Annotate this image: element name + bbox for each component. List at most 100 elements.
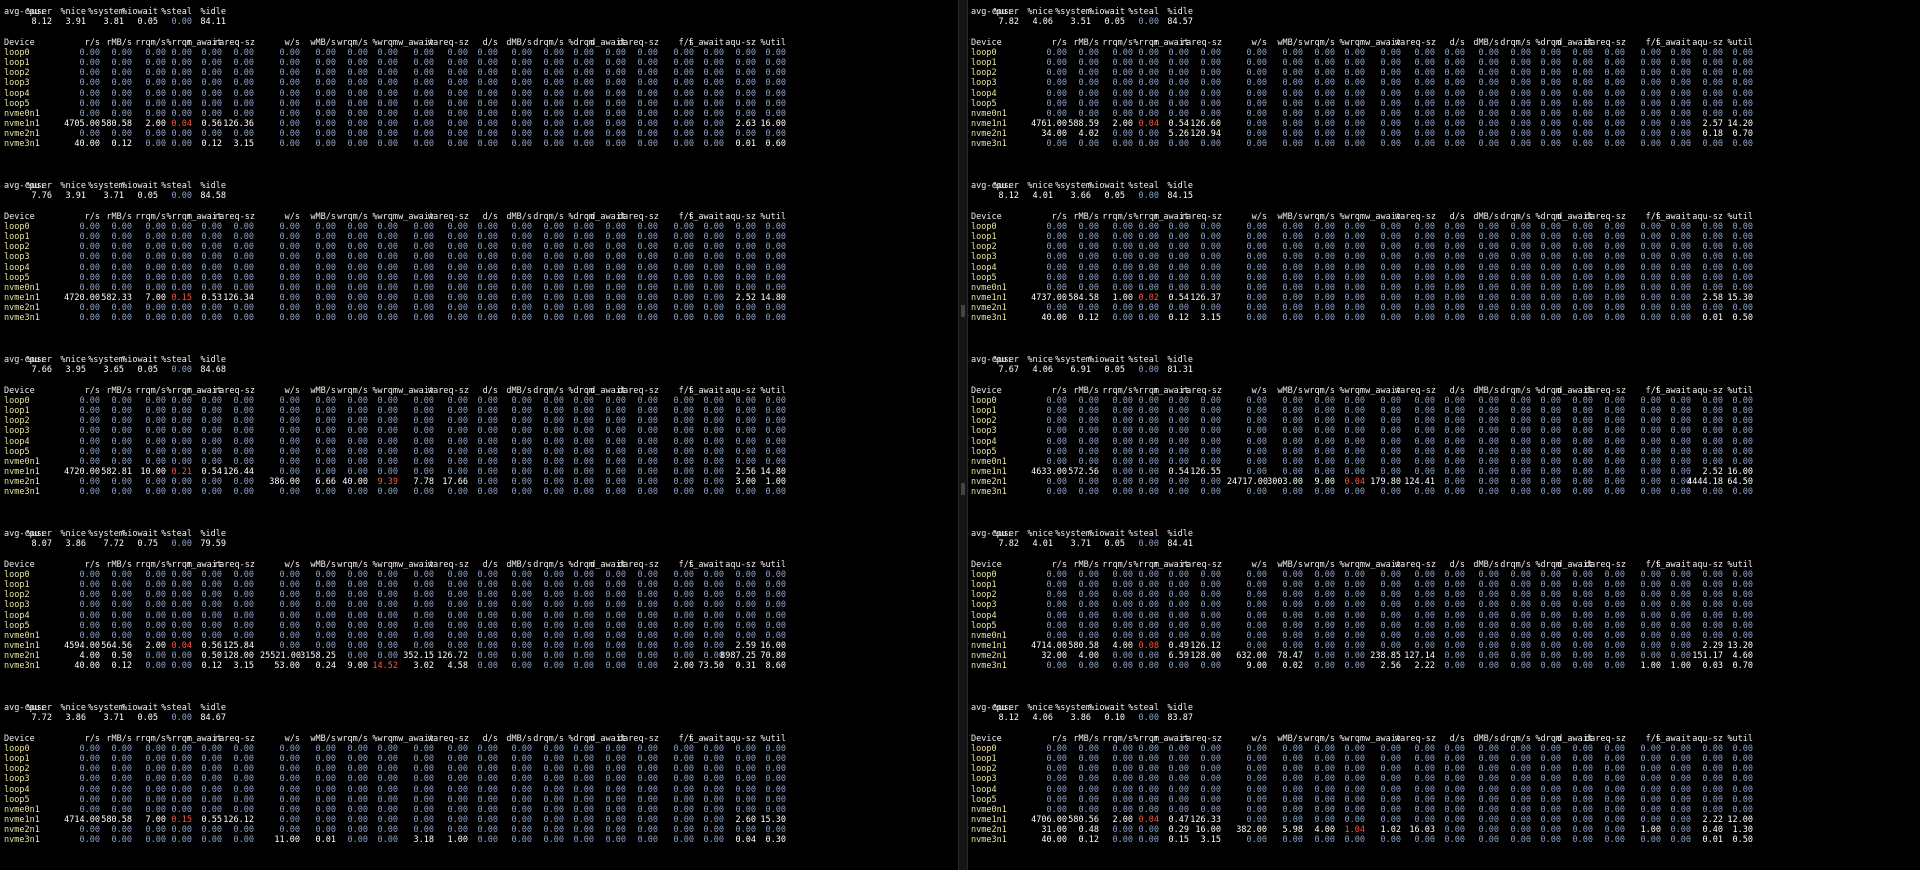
device-metric-value: 0.00 [1702,68,1723,79]
device-metric-value: 0.00 [201,804,222,815]
terminal-pane-left[interactable]: avg-cpu: %user %nice %system %iowait %steal %i… [0,0,958,870]
divider-grip[interactable] [961,483,965,495]
device-metric-value: 0.00 [1200,98,1221,109]
device-metric-value: 0.00 [413,78,434,89]
device-header-cell: w/s [1251,37,1267,48]
device-row: loop2 0.00 0.00 0.00 0.00 0.00 0.00 0.00 0.00 0.0… [4,242,944,252]
device-metric-value: 0.00 [1138,242,1159,253]
device-metric-value: 0.00 [1572,467,1593,478]
terminal-pane-right[interactable]: avg-cpu: %user %nice %system %iowait %steal %i… [968,0,1920,870]
device-header-cell: w_await [398,559,434,570]
device-metric-value: 0.00 [377,569,398,580]
device-metric-value: 0.00 [1344,600,1365,611]
device-metric-value: 0.00 [233,68,254,79]
divider-grip[interactable] [961,305,965,317]
device-header-cell: wrqm/s [1304,211,1335,222]
device-metric-value: 0.00 [1046,252,1067,263]
device-metric-value: 0.00 [1414,108,1435,119]
device-metric-value: 0.00 [1510,262,1531,273]
device-metric-value: 0.00 [1414,815,1435,826]
device-metric-value: 0.00 [347,231,368,242]
device-metric-value: 0.00 [79,129,100,140]
device-metric-value: 0.00 [1572,794,1593,805]
device-metric-value: 0.00 [1478,252,1499,263]
device-metric-value: 0.00 [413,456,434,467]
device-metric-value: 0.00 [511,98,532,109]
device-metric-value: 0.00 [1540,108,1561,119]
device-metric-value: 0.00 [511,57,532,68]
device-metric-value: 0.00 [673,446,694,457]
device-header-cell: %drqm [1535,211,1561,222]
device-metric-value: 0.00 [1112,774,1133,785]
device-row: loop4 0.00 0.00 0.00 0.00 0.00 0.00 0.00 0.00 0.0… [971,263,1911,273]
device-metric-value: 0.00 [477,252,498,263]
device-metric-value: 0.00 [511,825,532,836]
device-header-cell: r_await [186,559,222,570]
device-metric-value: 0.00 [735,47,756,58]
device-metric-value: 0.00 [543,784,564,795]
device-metric-value: 0.00 [477,426,498,437]
device-metric-value: 0.00 [765,313,786,324]
device-name: loop1 [971,57,997,68]
device-metric-value: 0.00 [233,784,254,795]
device-metric-value: 0.00 [1200,753,1221,764]
device-metric-value: 0.00 [377,303,398,314]
device-metric-value: 0.00 [111,579,132,590]
device-metric-value: 0.00 [1380,221,1401,232]
device-metric-value: 0.00 [1640,815,1661,826]
device-header-row: Device r/s rMB/s rrqm/s %rrqm r_await rareq-sz… [4,734,944,744]
device-metric-value: 0.00 [765,303,786,314]
device-metric-value: 0.00 [605,252,626,263]
device-metric-value: 0.00 [145,774,166,785]
device-metric-value: 0.00 [1078,600,1099,611]
device-metric-value: 0.00 [673,579,694,590]
device-metric-value: 0.00 [1314,231,1335,242]
device-metric-value: 0.00 [1478,47,1499,58]
device-metric-value: 0.00 [1510,303,1531,314]
device-metric-value: 0.00 [573,661,594,672]
device-metric-value: 0.00 [1414,303,1435,314]
device-header-cell: %wrqm [372,37,398,48]
device-metric-value: 126.12 [223,815,254,826]
device-metric-value: 53.00 [274,661,300,672]
device-metric-value: 0.00 [79,313,100,324]
device-metric-value: 0.00 [1640,743,1661,754]
device-metric-value: 0.00 [233,804,254,815]
device-metric-value: 0.00 [447,774,468,785]
device-metric-value: 0.00 [347,262,368,273]
device-metric-value: 0.00 [447,282,468,293]
device-metric-value: 0.00 [1540,119,1561,130]
device-metric-value: 0.00 [1510,794,1531,805]
spacer [971,375,1911,385]
device-metric-value: 0.00 [1380,436,1401,447]
device-metric-value: 0.00 [315,129,336,140]
device-metric-value: 40.00 [342,477,368,488]
device-metric-value: 0.00 [315,590,336,601]
device-header-cell: wareq-sz [1395,385,1436,396]
device-header-cell: rareq-sz [214,37,255,48]
device-metric-value: 0.00 [447,416,468,427]
device-metric-value: 0.00 [637,313,658,324]
device-metric-value: 0.00 [703,426,724,437]
device-metric-value: 0.00 [1314,610,1335,621]
device-metric-value: 0.00 [1640,794,1661,805]
iostat-sample-block: avg-cpu: %user %nice %system %iowait %steal %i… [4,355,944,529]
device-metric-value: 0.00 [1112,88,1133,99]
cpu-header-cell: %nice [1027,355,1053,365]
pane-divider[interactable] [958,0,968,870]
device-metric-value: 0.00 [1380,282,1401,293]
device-metric-value: 0.00 [79,426,100,437]
device-metric-value: 4.58 [447,661,468,672]
device-metric-value: 0.00 [573,242,594,253]
device-metric-value: 0.00 [1200,600,1221,611]
device-metric-value: 0.00 [1604,242,1625,253]
device-name: loop3 [4,252,30,263]
device-metric-value: 0.00 [315,98,336,109]
device-metric-value: 0.00 [1732,436,1753,447]
device-metric-value: 0.00 [1732,139,1753,150]
device-metric-value: 0.00 [279,313,300,324]
device-metric-value: 0.00 [1444,436,1465,447]
device-metric-value: 0.00 [673,794,694,805]
device-metric-value: 0.00 [703,242,724,253]
device-header-cell: rareq-sz [1181,733,1222,744]
